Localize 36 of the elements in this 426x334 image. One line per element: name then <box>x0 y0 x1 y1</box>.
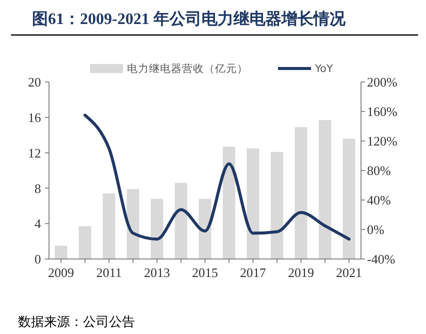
source-note: 数据来源：公司公告 <box>18 315 135 330</box>
bar <box>318 120 332 259</box>
y-tick-label: 8 <box>34 180 41 196</box>
legend-label: 电力继电器营收（亿元） <box>127 62 248 76</box>
chart-title: 图61：2009-2021 年公司电力继电器增长情况 <box>32 10 346 28</box>
bar <box>246 148 260 259</box>
y2-tick-label: -40% <box>367 252 396 267</box>
bar <box>54 246 68 259</box>
x-tick-label: 2015 <box>192 265 218 280</box>
y2-tick-label: 80% <box>367 163 391 178</box>
bar <box>150 198 164 259</box>
bar <box>102 194 116 259</box>
x-tick-label: 2021 <box>336 265 362 280</box>
y-tick-label: 20 <box>28 74 41 90</box>
y2-tick-label: 0% <box>367 222 384 238</box>
x-tick-label: 2013 <box>144 265 170 280</box>
y-tick-label: 0 <box>34 252 41 267</box>
line-series <box>84 114 350 241</box>
bar <box>222 146 236 259</box>
x-tick-label: 2017 <box>240 265 266 280</box>
y2-tick-label: 160% <box>367 104 398 120</box>
bar <box>294 127 308 259</box>
x-tick-label: 2009 <box>48 265 74 280</box>
y-tick-label: 16 <box>28 110 42 125</box>
bar <box>78 226 92 259</box>
x-tick-label: 2011 <box>96 265 122 280</box>
y-tick-label: 12 <box>28 145 41 160</box>
y2-tick-label: 200% <box>367 74 398 90</box>
y2-tick-label: 120% <box>367 134 398 149</box>
bar <box>174 182 188 259</box>
y2-tick-label: 40% <box>367 192 391 208</box>
y-tick-label: 4 <box>34 216 42 232</box>
bar <box>270 152 284 259</box>
bar <box>342 138 356 259</box>
x-tick-label: 2019 <box>288 265 314 280</box>
legend-label: YoY <box>314 63 334 76</box>
